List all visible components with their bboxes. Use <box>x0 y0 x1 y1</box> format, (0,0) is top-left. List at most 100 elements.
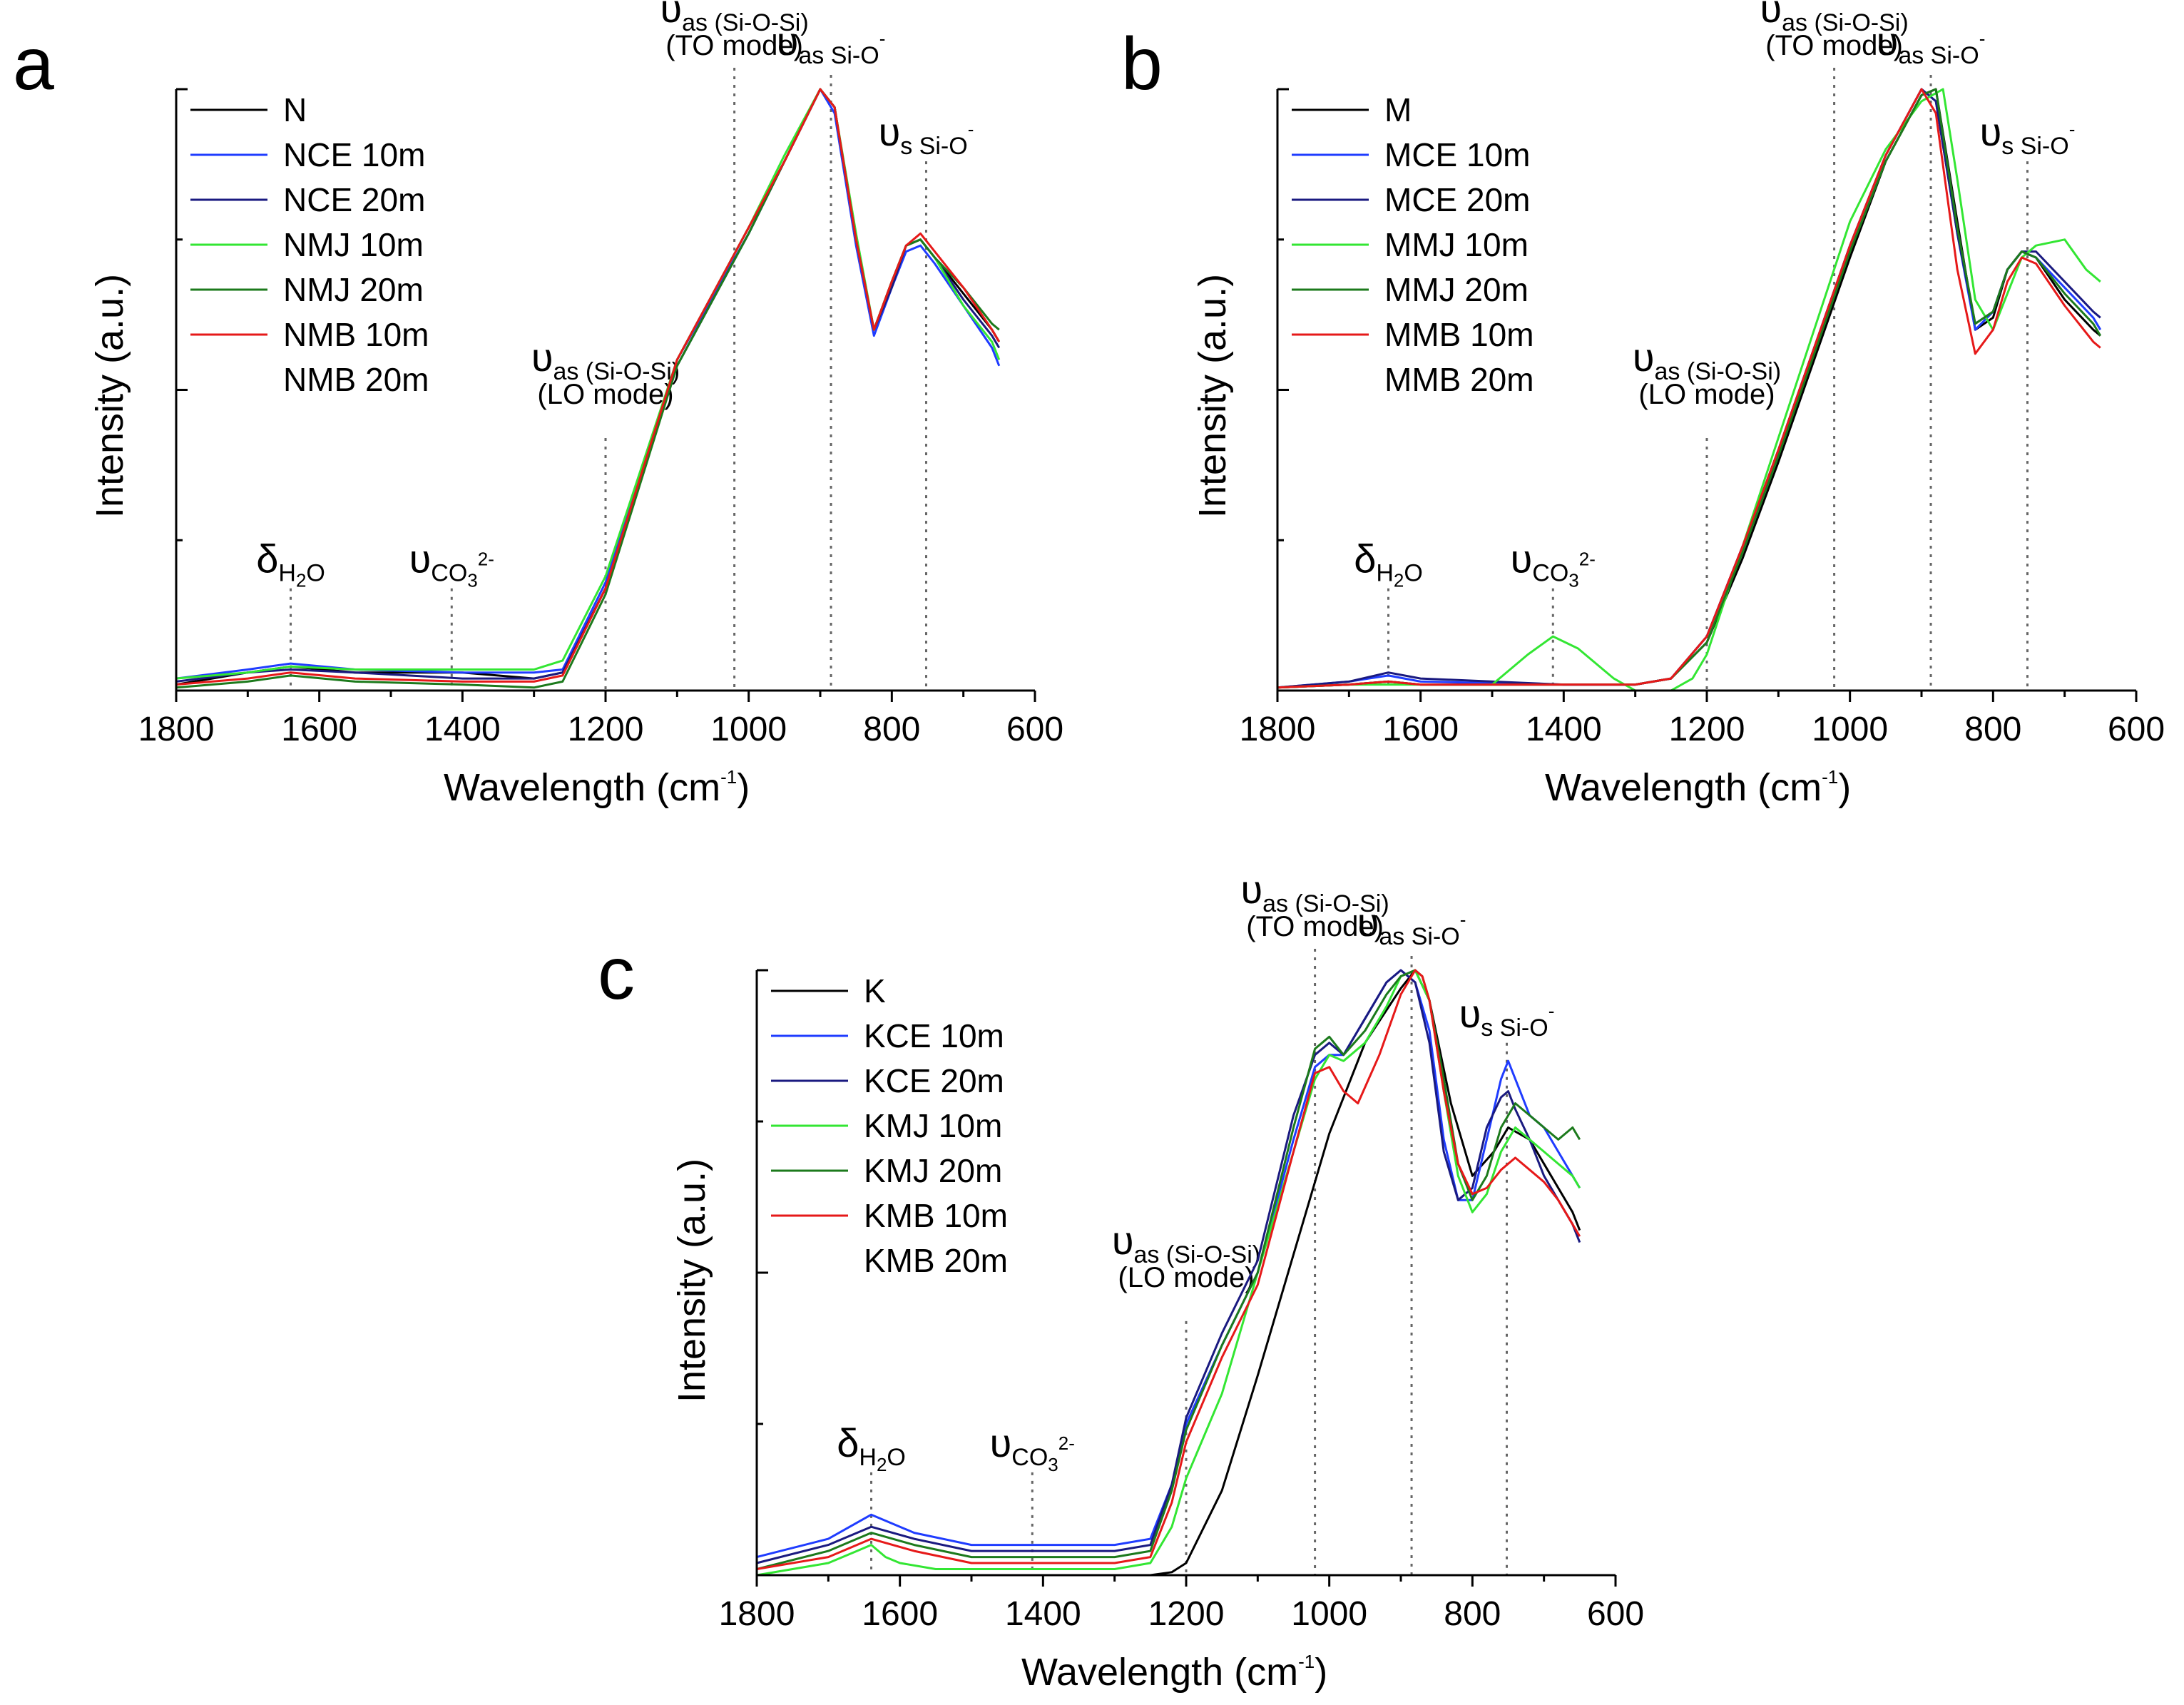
panel-c-legend-item-4: KMJ 20m <box>771 1152 1002 1189</box>
panel-a-annotation-1-label: υCO32- <box>409 536 494 591</box>
panel-b-letter: b <box>1121 23 1163 106</box>
panel-b-x-tick-label: 600 <box>2108 711 2165 748</box>
panel-a-x-tick-label: 1400 <box>424 711 501 748</box>
panel-a-annotation-2-label: υas (Si-O-Si) <box>531 335 680 385</box>
panel-b-annotation-2-mode: (LO mode) <box>1638 379 1775 410</box>
panel-a-x-tick-label: 1600 <box>281 711 357 748</box>
panel-b-series-mmj-10m <box>1277 88 2101 692</box>
panel-c-x-tick-label: 1400 <box>1005 1595 1081 1633</box>
panel-b-annotation-1: υCO32- <box>1511 536 1596 691</box>
panel-a-legend-item-1: NCE 10m <box>190 136 425 173</box>
panel-c-letter: c <box>598 932 635 1015</box>
panel-b-annotation-5-label: υs Si-O- <box>1980 109 2076 160</box>
panel-b-annotation-1-label: υCO32- <box>1511 536 1596 591</box>
panel-b-x-tick-label: 1400 <box>1526 711 1602 748</box>
panel-b-x-tick-label: 1600 <box>1382 711 1459 748</box>
panel-a-x-tick-label: 1200 <box>568 711 644 748</box>
panel-c-annotation-1-label: υCO32- <box>990 1420 1075 1475</box>
panel-c-annotation-1: υCO32- <box>990 1420 1075 1575</box>
panel-c-annotation-5-label: υs Si-O- <box>1459 991 1555 1042</box>
panel-c-annotation-2: υas (Si-O-Si)(LO mode) <box>1112 1218 1260 1575</box>
panel-b-legend-item-5: MMB 10m <box>1292 316 1534 353</box>
panel-b-annotation-4-label: υas Si-O- <box>1877 19 1986 69</box>
panel-c-x-tick-label: 600 <box>1587 1595 1644 1633</box>
panel-a-annotation-3: υas (Si-O-Si)(TO mode) <box>660 0 809 691</box>
panel-b-annotation-3: υas (Si-O-Si)(TO mode) <box>1760 0 1909 691</box>
panel-c-annotation-4: υas Si-O- <box>1357 900 1466 1575</box>
panel-c-annotation-5: υs Si-O- <box>1459 991 1555 1575</box>
panel-b-annotation-2-label: υas (Si-O-Si) <box>1633 335 1781 385</box>
panel-a-legend-item-2: NCE 20m <box>190 181 425 218</box>
panel-c-legend-label-6: KMB 20m <box>864 1242 1008 1279</box>
panel-c-lines <box>756 969 1581 1577</box>
panel-c-annotations: δH2O υCO32-υas (Si-O-Si)(LO mode)υas (Si-… <box>837 867 1554 1575</box>
panel-b-ylabel: Intensity (a.u.) <box>1191 274 1234 518</box>
panel-b-x-tick-label: 800 <box>1964 711 2021 748</box>
panel-b-series-mmb-10m <box>1277 88 2101 689</box>
panel-a-legend: N NCE 10m NCE 20m NMJ 10m NMJ 20m NMB 10m NMB … <box>190 91 429 398</box>
panel-a-legend-label-2: NCE 20m <box>283 181 425 218</box>
panel-b-lines <box>1277 88 2102 692</box>
panel-b-x-tick-label: 1000 <box>1812 711 1888 748</box>
panel-c-annotation-3-label: υas (Si-O-Si) <box>1240 867 1389 917</box>
panel-c-annotation-0-label: δH2O <box>837 1420 906 1475</box>
panel-a-legend-item-4: NMJ 20m <box>190 271 424 308</box>
panel-c-xlabel: Wavelength (cm-1) <box>1021 1651 1327 1694</box>
panel-b-annotation-2: υas (Si-O-Si)(LO mode) <box>1633 335 1781 691</box>
panel-c: c δH2O υCO32-υas (Si-O-Si)(LO mode)υas (S… <box>598 867 1644 1694</box>
panel-c-series-kmj-20m <box>756 969 1581 1570</box>
panel-c-legend-label-5: KMB 10m <box>864 1197 1008 1234</box>
panel-c-series-kmb-10m <box>756 969 1581 1570</box>
panel-c-series-kce-20m <box>756 969 1581 1564</box>
panel-a-annotations: δH2O υCO32- υas (Si-O-Si)(LO mode)υas (Si-… <box>256 0 974 691</box>
panel-a-annotation-4: υas Si-O- <box>777 19 885 691</box>
panel-a-annotation-3-mode: (TO mode) <box>665 30 803 61</box>
panel-c-legend-label-3: KMJ 10m <box>864 1107 1002 1144</box>
panel-c-x-tick-label: 1200 <box>1148 1595 1225 1633</box>
panel-a-lines <box>175 88 1001 689</box>
panel-b-legend-label-1: MCE 10m <box>1384 136 1530 173</box>
panel-c-legend-item-5: KMB 10m <box>771 1197 1008 1234</box>
panel-c-x-tick-label: 1000 <box>1291 1595 1367 1633</box>
panel-a-axes: 1800 1600 1400 1200 1000 800 600 <box>138 88 1063 748</box>
panel-b-legend-label-5: MMB 10m <box>1384 316 1534 353</box>
panel-c-axes: 1800 1600 1400 1200 1000 800 600 <box>719 969 1644 1633</box>
panel-a-legend-item-6: NMB 20m <box>283 361 429 398</box>
panel-a-xlabel: Wavelength (cm-1) <box>444 766 750 809</box>
panel-b-legend-label-3: MMJ 10m <box>1384 226 1529 263</box>
panel-c-series-k <box>757 969 1581 1577</box>
panel-c-legend-item-3: KMJ 10m <box>771 1107 1002 1144</box>
panel-b-annotations: δH2O υCO32- υas (Si-O-Si)(LO mode)υas (Si-… <box>1354 0 2075 691</box>
panel-b-legend-label-6: MMB 20m <box>1384 361 1534 398</box>
panel-c-x-tick-label: 1800 <box>719 1595 795 1633</box>
panel-a-annotation-0: δH2O <box>256 536 325 691</box>
panel-c-legend: K KCE 10m KCE 20m KMJ 10m KMJ 20m KMB 10m KMB … <box>771 972 1008 1279</box>
panel-c-legend-label-1: KCE 10m <box>864 1017 1004 1054</box>
panel-c-legend-label-0: K <box>864 972 886 1009</box>
panel-a-legend-label-3: NMJ 10m <box>283 226 424 263</box>
panel-c-legend-item-0: K <box>771 972 886 1009</box>
panel-c-annotation-0: δH2O <box>837 1420 906 1575</box>
panel-a-letter: a <box>13 23 54 106</box>
panel-b-legend-label-4: MMJ 20m <box>1384 271 1529 308</box>
panel-c-annotation-2-mode: (LO mode) <box>1118 1262 1254 1293</box>
panel-b-annotation-5: υs Si-O- <box>1980 109 2076 691</box>
panel-c-legend-item-6: KMB 20m <box>864 1242 1008 1279</box>
panel-b-legend-label-0: M <box>1384 91 1412 128</box>
panel-b-axes: 1800 1600 1400 1200 1000 800 600 <box>1240 88 2165 748</box>
panel-a-x-tick-label: 800 <box>863 711 920 748</box>
panel-c-ylabel: Intensity (a.u.) <box>670 1159 713 1403</box>
panel-b-annotation-0-label: δH2O <box>1354 536 1423 591</box>
panel-a-annotation-2: υas (Si-O-Si)(LO mode) <box>531 335 680 691</box>
panel-c-x-tick-label: 1600 <box>862 1595 938 1633</box>
panel-a-legend-label-6: NMB 20m <box>283 361 429 398</box>
panel-c-legend-label-4: KMJ 20m <box>864 1152 1002 1189</box>
panel-a-annotation-2-mode: (LO mode) <box>537 379 673 410</box>
panel-c-annotation-3-mode: (TO mode) <box>1246 911 1384 942</box>
panel-b-xlabel: Wavelength (cm-1) <box>1545 766 1851 809</box>
panel-b-legend-item-4: MMJ 20m <box>1292 271 1529 308</box>
panel-a-ylabel: Intensity (a.u.) <box>88 274 131 518</box>
panel-a-legend-label-1: NCE 10m <box>283 136 425 173</box>
panel-a-annotation-5-label: υs Si-O- <box>879 109 974 160</box>
